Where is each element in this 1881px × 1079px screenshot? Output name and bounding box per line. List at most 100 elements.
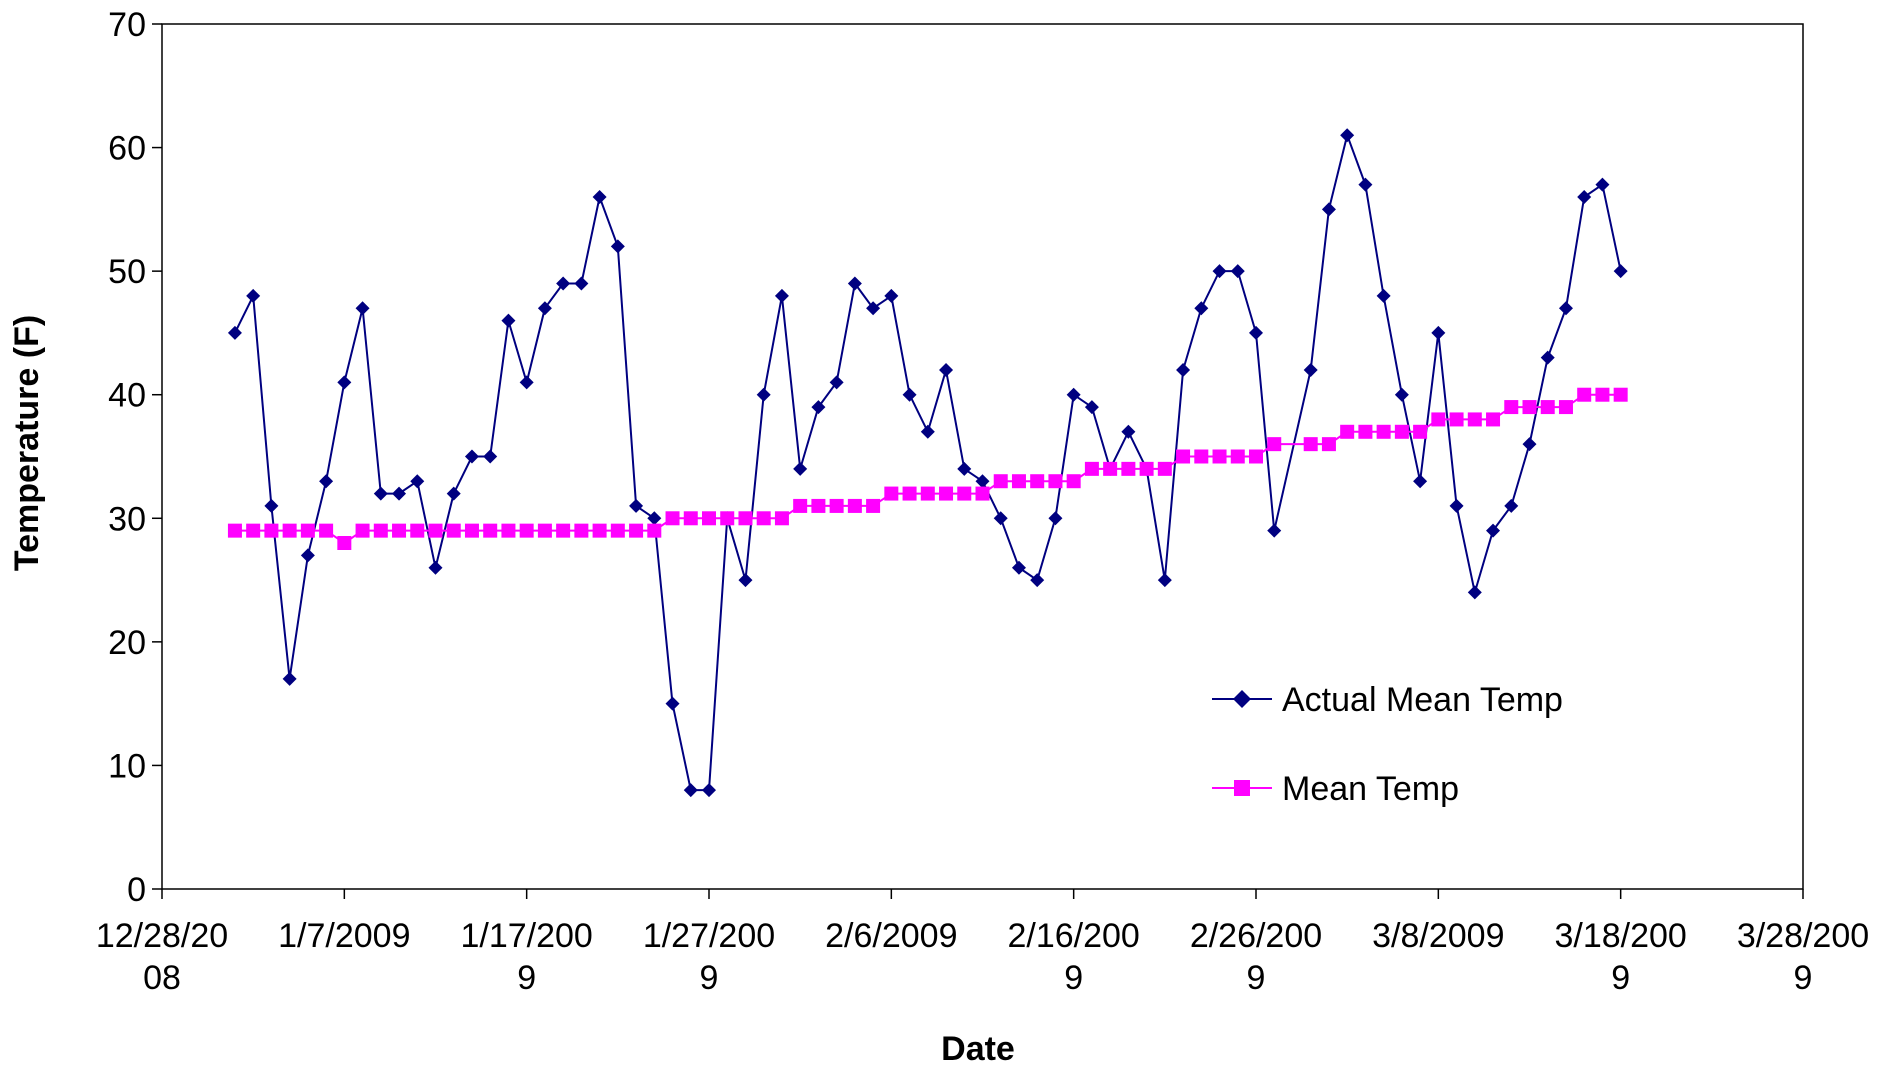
data-point — [501, 523, 516, 538]
series-mean-temp — [227, 387, 1628, 550]
data-point — [884, 288, 899, 303]
data-point — [1303, 363, 1318, 377]
legend-label-actual: Actual Mean Temp — [1282, 681, 1563, 719]
data-point — [610, 523, 625, 538]
data-point — [264, 523, 279, 538]
data-point — [282, 523, 297, 538]
data-point — [574, 523, 589, 538]
data-point — [1431, 412, 1446, 427]
data-point — [1121, 424, 1136, 439]
data-point — [939, 486, 954, 501]
data-point — [811, 400, 826, 415]
series-line — [234, 393, 1621, 545]
series-actual-mean-temp — [227, 128, 1628, 798]
data-point — [446, 523, 461, 538]
data-point — [647, 511, 662, 526]
data-point — [993, 511, 1008, 526]
data-point — [756, 511, 771, 526]
data-point — [501, 313, 516, 328]
plot-border — [161, 23, 1804, 890]
data-point — [1011, 560, 1026, 575]
data-point — [1486, 523, 1501, 538]
data-point — [300, 548, 315, 563]
data-point — [1212, 264, 1227, 279]
data-point — [464, 523, 479, 538]
data-point — [939, 363, 954, 377]
data-point — [957, 461, 972, 476]
data-point — [246, 523, 261, 538]
data-point — [1340, 424, 1355, 439]
data-point — [446, 486, 461, 501]
legend-swatch-actual-marker — [1233, 690, 1251, 708]
data-point — [1504, 498, 1519, 513]
data-point — [537, 301, 552, 316]
y-tick-label: 0 — [127, 871, 146, 909]
data-point — [246, 288, 261, 303]
data-point — [866, 498, 881, 513]
data-point — [483, 523, 498, 538]
data-point — [793, 461, 808, 476]
y-tick-label: 40 — [108, 377, 146, 415]
data-point — [793, 498, 808, 513]
data-point — [1011, 474, 1026, 489]
data-point — [428, 560, 443, 575]
data-point — [1449, 498, 1464, 513]
data-point — [519, 523, 534, 538]
data-point — [227, 523, 242, 538]
data-point — [1267, 523, 1282, 538]
data-point — [847, 498, 862, 513]
data-point — [556, 523, 571, 538]
data-point — [1230, 264, 1245, 279]
data-point — [1084, 400, 1099, 415]
data-point — [1267, 437, 1282, 452]
data-point — [1540, 350, 1555, 365]
data-point — [1595, 387, 1610, 402]
data-point — [319, 474, 334, 489]
data-point — [902, 486, 917, 501]
x-axis: 12/28/20 08 1/7/2009 1/17/200 9 1/27/200 9 2/6/… — [96, 889, 1869, 997]
data-point — [373, 523, 388, 538]
data-point — [720, 511, 735, 526]
data-point — [282, 671, 297, 686]
data-point — [1376, 424, 1391, 439]
data-point — [227, 325, 242, 340]
plot-area — [161, 23, 1804, 890]
data-point — [355, 301, 370, 316]
data-point — [1394, 387, 1409, 402]
data-point — [1504, 400, 1519, 415]
data-point — [556, 276, 571, 291]
data-point — [1577, 387, 1592, 402]
data-point — [1249, 325, 1263, 340]
data-point — [629, 523, 644, 538]
legend-swatch-mean-marker — [1234, 780, 1250, 796]
x-tick-label: 3/18/200 9 — [1554, 917, 1686, 997]
y-axis: 0 10 20 30 40 50 60 70 — [108, 6, 162, 909]
data-point — [1613, 264, 1628, 279]
data-point — [1139, 461, 1154, 476]
data-point — [1394, 424, 1409, 439]
series-line — [234, 131, 1622, 792]
data-point — [975, 486, 990, 501]
data-point — [1467, 585, 1482, 600]
data-point — [1030, 573, 1045, 588]
data-point — [702, 783, 716, 798]
data-point — [1121, 461, 1136, 476]
data-point — [774, 511, 789, 526]
data-point — [920, 486, 935, 501]
data-point — [264, 498, 279, 513]
data-point — [1613, 387, 1628, 402]
data-point — [519, 375, 534, 390]
data-point — [683, 511, 698, 526]
data-point — [829, 498, 844, 513]
data-point — [1176, 363, 1191, 377]
data-point — [811, 498, 826, 513]
data-point — [665, 696, 680, 711]
y-tick-label: 10 — [108, 747, 146, 785]
data-point — [1321, 202, 1336, 217]
data-point — [1249, 449, 1263, 464]
data-point — [1157, 573, 1172, 588]
y-tick-label: 50 — [108, 253, 146, 291]
x-tick-label: 12/28/20 08 — [96, 917, 228, 997]
data-point — [392, 486, 407, 501]
x-axis-title: Date — [941, 1030, 1015, 1068]
